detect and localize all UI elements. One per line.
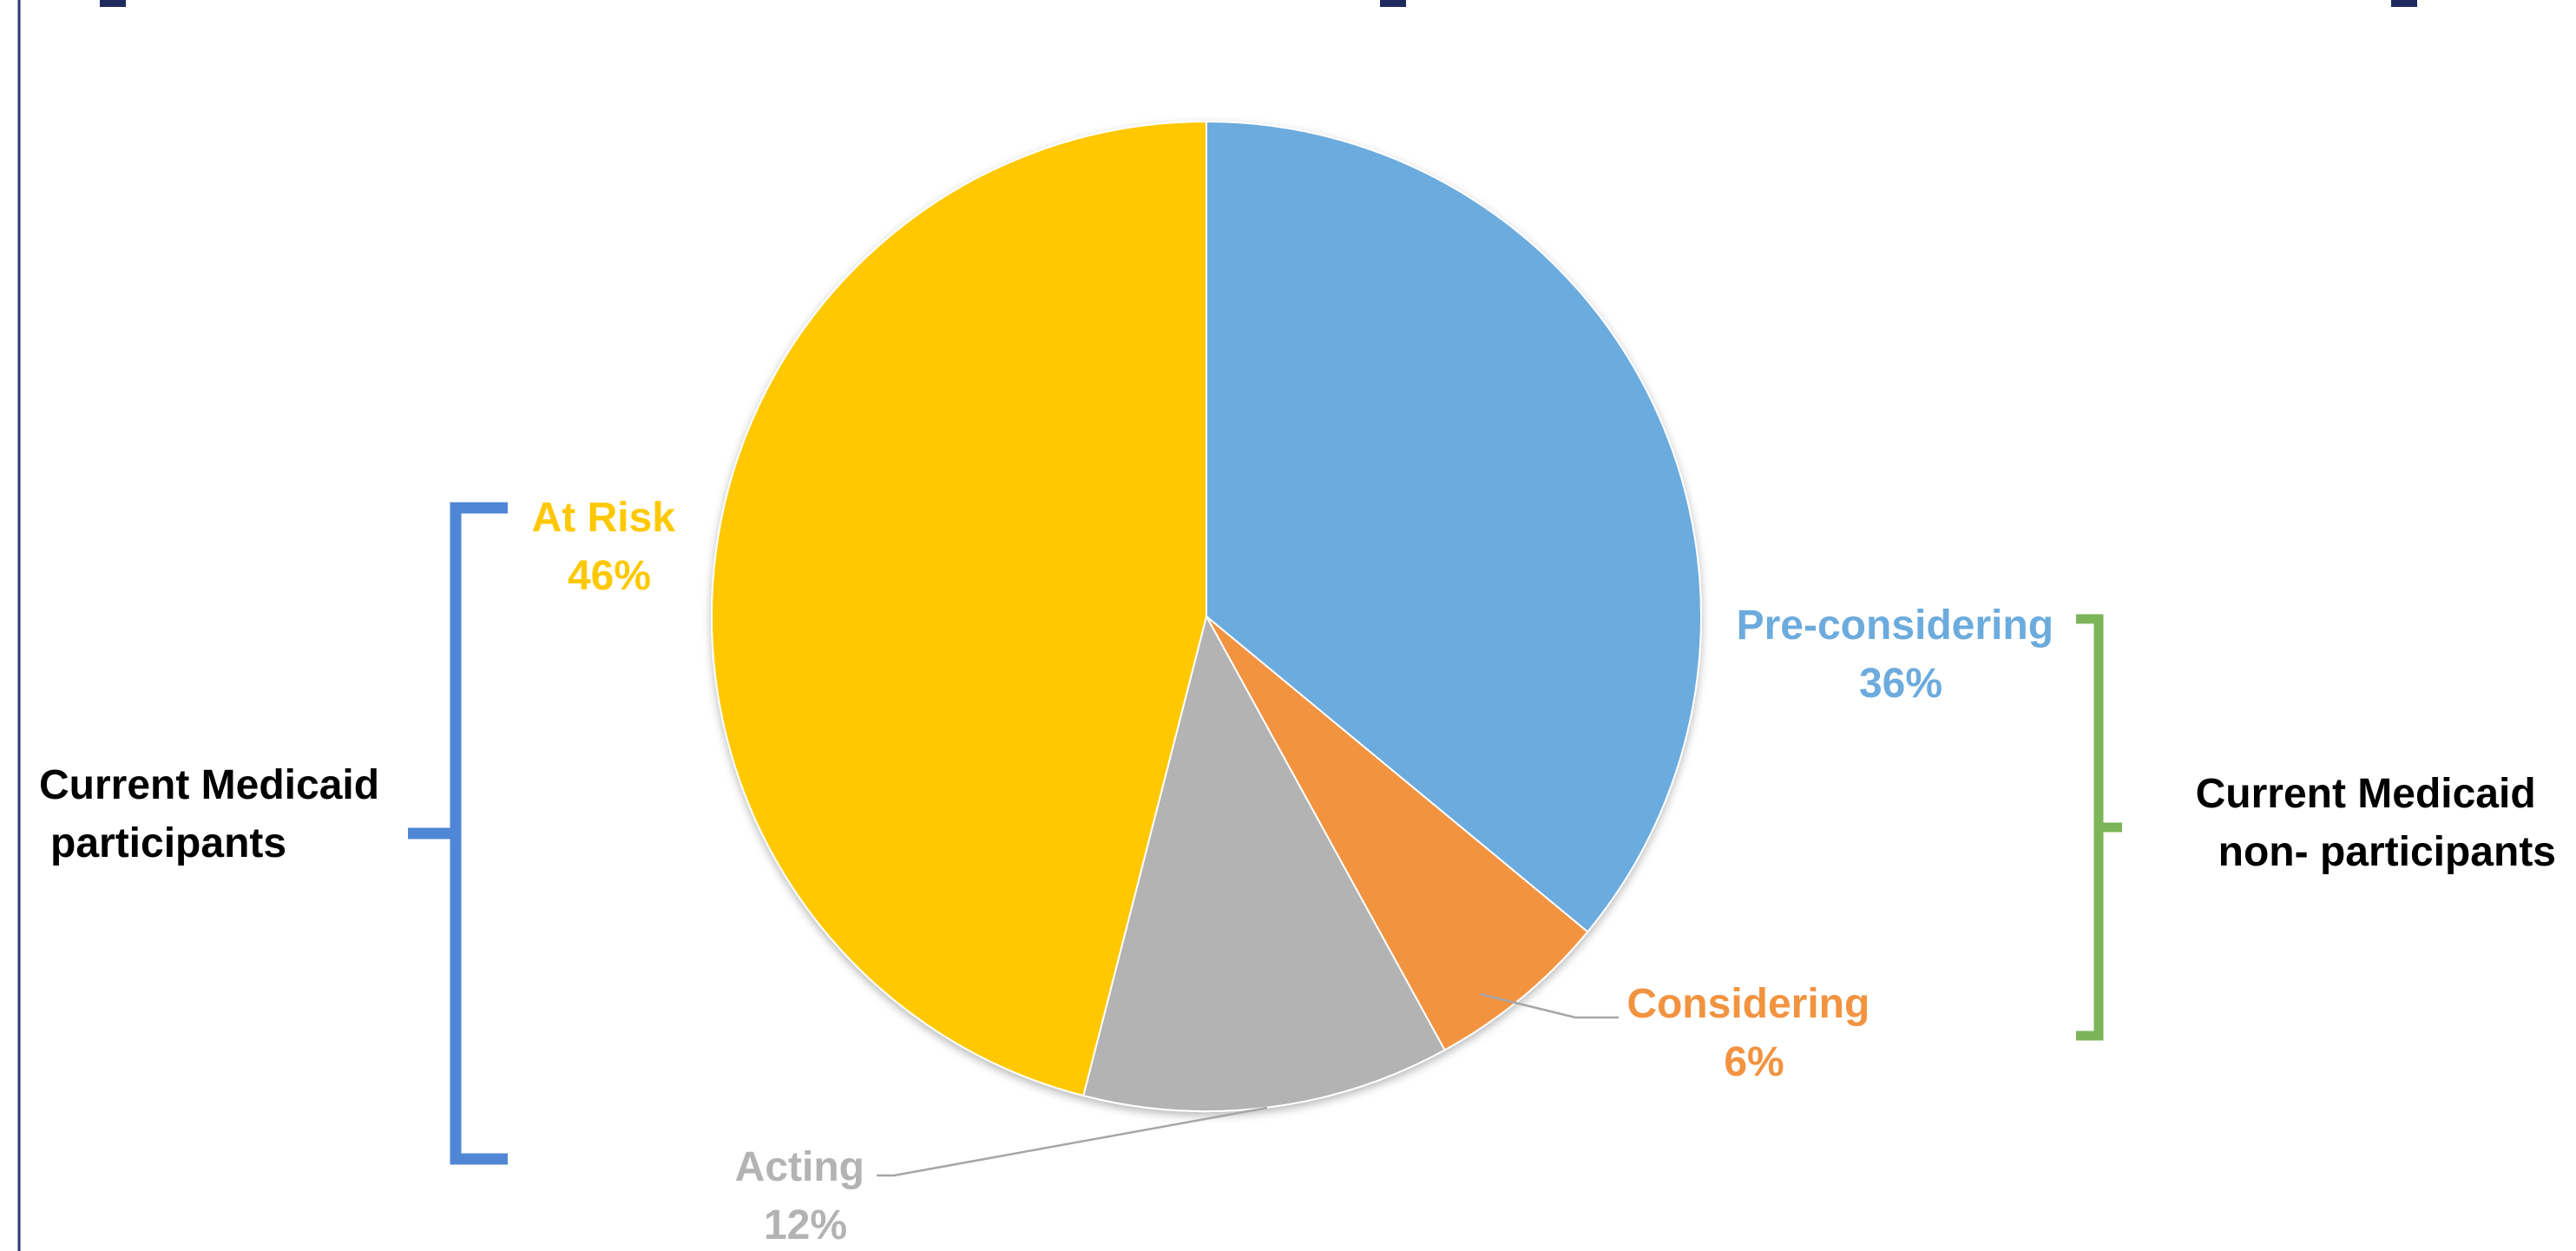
slice-name-pre-considering: Pre-considering: [1737, 602, 2054, 649]
slice-at-risk: [711, 120, 1207, 1097]
group-label-participants: Current Medicaid participants: [39, 762, 391, 866]
group-label-participants-line2: participants: [50, 820, 286, 866]
label-acting: Acting 12%: [735, 1144, 877, 1248]
label-at-risk: At Risk 46%: [532, 495, 687, 599]
group-label-non-participants-line1: Current Medicaid: [2196, 771, 2536, 817]
header-fragment: [100, 0, 126, 7]
slice-acting: [1082, 614, 1446, 1112]
header-fragment: [2391, 0, 2417, 7]
slice-value-at-risk: 46%: [568, 553, 651, 599]
header-fragment: [1380, 0, 1406, 7]
slice-value-pre-considering: 36%: [1859, 661, 1942, 707]
slice-name-considering: Considering: [1626, 981, 1870, 1027]
slice-pre-considering: [1206, 120, 1702, 933]
group-label-non-participants-line2: non- participants: [2218, 829, 2556, 875]
slice-considering: [1206, 616, 1589, 1051]
slice-value-considering: 6%: [1724, 1039, 1784, 1085]
group-label-participants-line1: Current Medicaid: [39, 762, 379, 808]
bracket-participants: [408, 502, 508, 1165]
label-considering: Considering 6%: [1626, 981, 1881, 1085]
slice-name-acting: Acting: [735, 1144, 864, 1190]
leader-line-considering: [1479, 992, 1619, 1019]
group-label-non-participants: Current Medicaid non- participants: [2196, 771, 2556, 875]
slice-name-at-risk: At Risk: [532, 495, 676, 541]
label-pre-considering: Pre-considering 36%: [1737, 602, 2066, 707]
pie-slices: [711, 120, 1702, 1112]
bracket-non-participants: [2076, 614, 2122, 1041]
slice-value-acting: 12%: [764, 1202, 847, 1248]
leader-line-acting: [877, 1106, 1268, 1177]
